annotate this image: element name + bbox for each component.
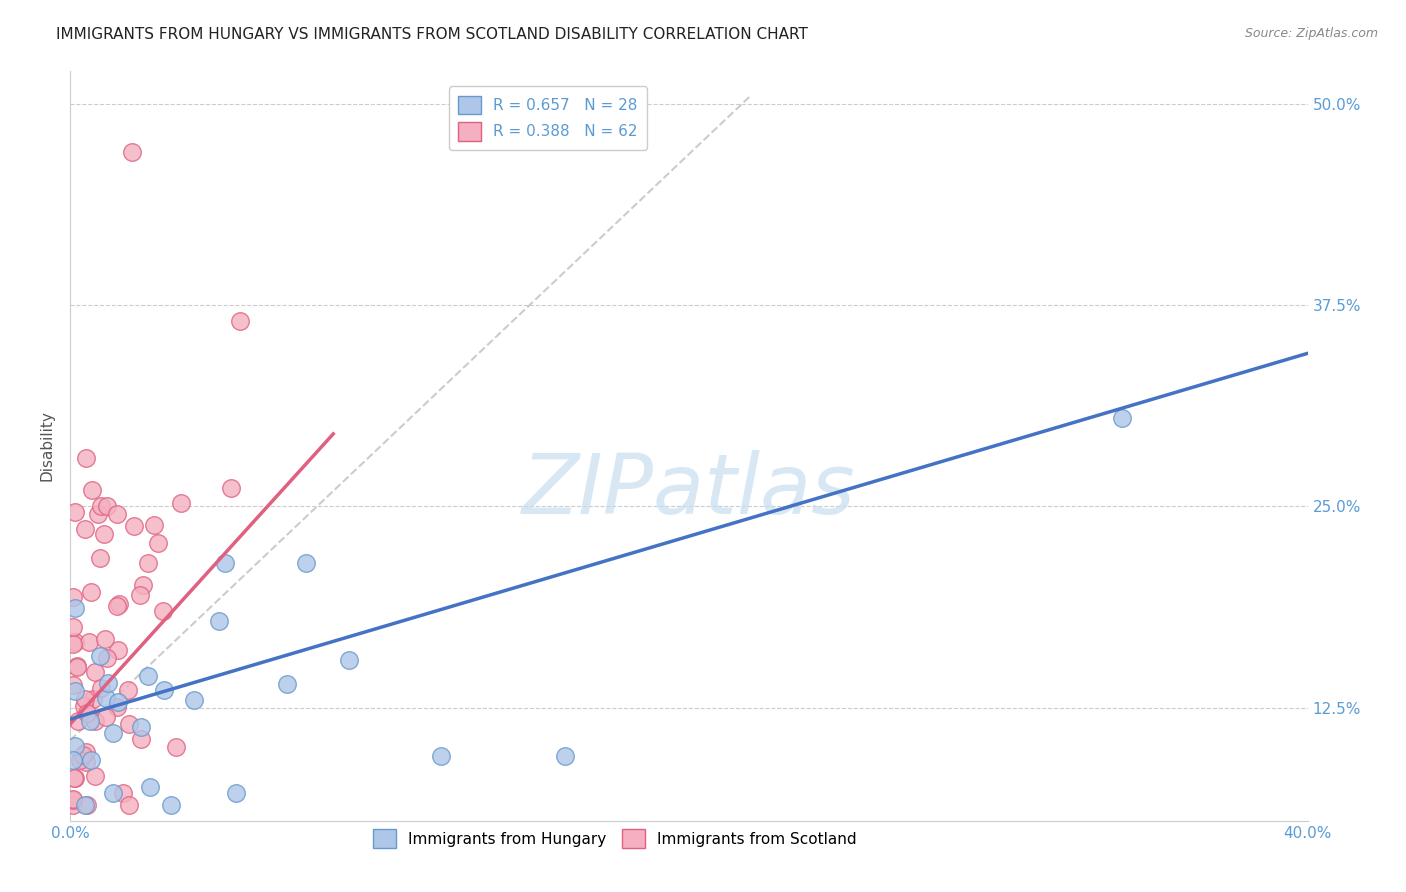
Point (103, 726, 125, 740)
Point (82, 692, 104, 706)
Point (122, 518, 145, 533)
Point (112, 786, 135, 800)
Point (62, 637, 84, 651)
Point (73, 698, 96, 713)
Point (66, 658, 89, 673)
Point (75, 451, 97, 466)
Point (1111, 410, 1133, 425)
Point (66, 660, 89, 674)
Point (94, 710, 117, 724)
Point (276, 676, 298, 690)
Text: IMMIGRANTS FROM HUNGARY VS IMMIGRANTS FROM SCOTLAND DISABILITY CORRELATION CHART: IMMIGRANTS FROM HUNGARY VS IMMIGRANTS FR… (56, 27, 808, 42)
Point (96, 651, 118, 665)
Point (219, 481, 242, 495)
Text: ZIPatlas: ZIPatlas (522, 450, 856, 532)
Y-axis label: Disability: Disability (39, 410, 55, 482)
Point (62, 678, 84, 692)
Point (295, 556, 318, 570)
Point (131, 578, 153, 592)
Text: Source: ZipAtlas.com: Source: ZipAtlas.com (1244, 27, 1378, 40)
Point (153, 683, 176, 698)
Point (84, 769, 107, 783)
Point (105, 699, 128, 714)
Point (183, 693, 205, 707)
Point (90, 500, 112, 514)
Point (105, 508, 128, 522)
Point (118, 797, 141, 812)
Point (554, 749, 576, 764)
Point (107, 694, 129, 708)
Point (96, 500, 118, 514)
Point (117, 682, 139, 697)
Point (79, 714, 101, 728)
Point (63, 505, 86, 519)
Point (90, 681, 112, 695)
Point (87, 508, 110, 522)
Point (63, 684, 86, 698)
Point (121, 145, 143, 159)
Point (75, 746, 97, 760)
Point (62, 793, 84, 807)
Point (337, 652, 360, 666)
Point (75, 797, 97, 812)
Point (89, 649, 111, 664)
Point (165, 740, 187, 755)
Point (83, 714, 105, 728)
Point (160, 797, 183, 812)
Point (108, 597, 131, 611)
Point (72, 748, 94, 763)
Point (136, 668, 159, 682)
Point (93, 527, 115, 541)
Point (93, 632, 115, 647)
Point (208, 614, 231, 628)
Point (62, 620, 84, 634)
Point (170, 496, 193, 510)
Point (63, 739, 86, 754)
Point (75, 755, 97, 769)
Point (63, 601, 86, 615)
Point (73, 522, 96, 536)
Point (73, 692, 96, 706)
Point (129, 720, 152, 734)
Point (146, 536, 169, 550)
Point (129, 588, 152, 602)
Point (129, 732, 152, 747)
Point (79, 585, 101, 599)
Point (79, 635, 101, 649)
Point (80, 753, 103, 767)
Point (62, 753, 84, 767)
Point (105, 599, 128, 614)
Point (84, 665, 107, 679)
Point (62, 797, 84, 812)
Point (136, 556, 159, 570)
Point (94, 691, 117, 706)
Point (80, 483, 103, 498)
Legend: Immigrants from Hungary, Immigrants from Scotland: Immigrants from Hungary, Immigrants from… (367, 823, 862, 855)
Point (142, 517, 165, 532)
Point (118, 716, 141, 731)
Point (76, 797, 98, 812)
Point (101, 787, 124, 801)
Point (96, 676, 118, 690)
Point (89, 550, 111, 565)
Point (139, 780, 162, 795)
Point (62, 791, 84, 805)
Point (229, 314, 252, 328)
Point (76, 706, 98, 720)
Point (62, 591, 84, 605)
Point (214, 556, 236, 570)
Point (107, 642, 129, 657)
Point (152, 604, 174, 618)
Point (66, 714, 89, 729)
Point (69, 754, 91, 768)
Point (63, 634, 86, 648)
Point (62, 771, 84, 785)
Point (430, 749, 453, 764)
Point (225, 786, 247, 800)
Point (63, 771, 86, 785)
